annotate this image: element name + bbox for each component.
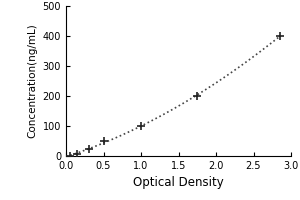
X-axis label: Optical Density: Optical Density <box>133 176 224 189</box>
Y-axis label: Concentration(ng/mL): Concentration(ng/mL) <box>27 24 37 138</box>
